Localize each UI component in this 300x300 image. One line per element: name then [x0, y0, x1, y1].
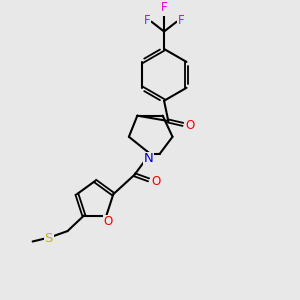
Text: F: F [161, 2, 167, 14]
Text: F: F [144, 14, 151, 27]
Text: F: F [178, 14, 184, 27]
Text: O: O [103, 215, 112, 228]
Text: O: O [151, 175, 160, 188]
Text: O: O [185, 119, 195, 132]
Text: S: S [44, 232, 53, 244]
Text: N: N [144, 152, 154, 165]
